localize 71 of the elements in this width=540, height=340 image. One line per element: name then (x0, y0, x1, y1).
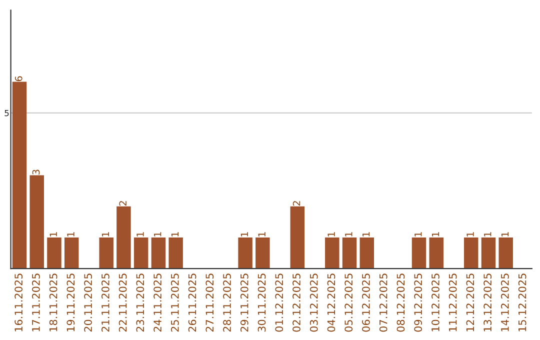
bar (290, 206, 305, 269)
data-label: 1 (67, 232, 74, 236)
bar (429, 237, 444, 269)
x-tick-label: 12.12.2025 (466, 274, 474, 332)
bar (168, 237, 183, 269)
x-tick-label: 14.12.2025 (500, 274, 509, 332)
data-label: 1 (258, 232, 266, 236)
data-label: 1 (102, 232, 110, 236)
data-label: 1 (240, 232, 248, 236)
data-label: 1 (466, 232, 474, 236)
x-tick-label: 11.12.2025 (448, 274, 457, 332)
data-label: 1 (501, 232, 509, 236)
x-tick-label: 01.12.2025 (275, 274, 284, 332)
x-tick-label: 07.12.2025 (379, 274, 388, 332)
data-label: 1 (484, 232, 492, 236)
data-label: 3 (32, 170, 40, 174)
x-tick-label: 19.11.2025 (66, 274, 75, 332)
x-tick-label: 30.11.2025 (258, 274, 266, 332)
bar (342, 237, 357, 269)
x-tick-label: 03.12.2025 (310, 274, 318, 332)
data-label: 2 (119, 201, 126, 206)
x-tick-label: 06.12.2025 (362, 274, 370, 332)
x-tick-label: 28.11.2025 (223, 274, 231, 332)
data-label: 1 (50, 232, 57, 236)
x-tick-label: 25.11.2025 (170, 274, 179, 332)
x-tick-label: 24.11.2025 (154, 274, 162, 332)
x-tick-label: 20.11.2025 (84, 274, 92, 332)
x-tick-label: 17.11.2025 (32, 274, 40, 332)
x-tick-label: 02.12.2025 (292, 274, 300, 332)
x-tick-label: 09.12.2025 (414, 274, 422, 332)
bar (134, 237, 148, 269)
x-tick-label: 26.11.2025 (188, 274, 196, 332)
x-tick-label: 21.11.2025 (101, 274, 110, 332)
x-tick-label: 22.11.2025 (118, 274, 127, 332)
bar (360, 237, 374, 269)
data-label: 1 (432, 232, 440, 236)
bar (30, 175, 44, 269)
x-tick-label: 27.11.2025 (206, 274, 214, 332)
data-label: 1 (136, 232, 144, 236)
x-tick-label: 16.11.2025 (14, 274, 23, 332)
x-tick-label: 04.12.2025 (327, 274, 336, 332)
bar (238, 237, 252, 269)
x-tick-label: 29.11.2025 (240, 274, 248, 332)
bar (412, 237, 426, 269)
x-tick-label: 08.12.2025 (396, 274, 405, 332)
bar (481, 237, 496, 269)
bar (64, 237, 79, 269)
x-tick-label: 23.11.2025 (136, 274, 144, 332)
y-tick-label: 5 (4, 110, 9, 116)
data-label: 1 (328, 232, 335, 236)
x-tick-label: 10.12.2025 (432, 274, 440, 332)
bar (99, 237, 114, 269)
data-label: 1 (171, 232, 178, 236)
bar (464, 237, 478, 269)
x-tick-label: 18.11.2025 (49, 274, 58, 332)
data-label: 6 (14, 76, 22, 82)
data-label: 1 (345, 232, 352, 236)
bar (151, 237, 166, 269)
bar (116, 206, 131, 269)
bar (47, 237, 62, 269)
bar (498, 237, 513, 269)
data-label: 1 (414, 232, 422, 236)
x-tick-label: 05.12.2025 (344, 274, 353, 332)
bar (325, 237, 340, 269)
x-tick-label: 13.12.2025 (484, 274, 492, 332)
x-tick-label: 15.12.2025 (518, 274, 526, 332)
data-label: 1 (154, 232, 162, 236)
bar (12, 82, 27, 269)
data-label: 2 (292, 201, 300, 206)
bar (256, 237, 270, 269)
data-label: 1 (362, 232, 370, 236)
